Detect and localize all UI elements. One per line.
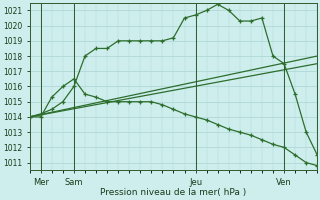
X-axis label: Pression niveau de la mer( hPa ): Pression niveau de la mer( hPa ): [100, 188, 247, 197]
